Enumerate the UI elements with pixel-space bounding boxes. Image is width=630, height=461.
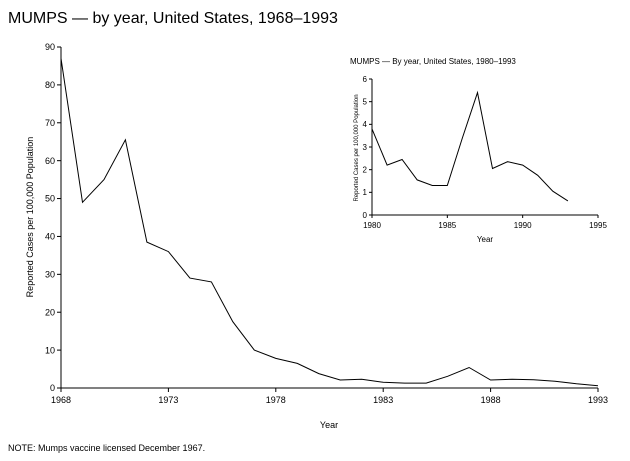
- footnote: NOTE: Mumps vaccine licensed December 19…: [8, 443, 206, 453]
- main-x-tick-label: 1993: [588, 395, 608, 405]
- main-y-axis-label: Reported Cases per 100,000 Population: [25, 137, 35, 298]
- main-y-tick-label: 50: [45, 194, 55, 204]
- inset-x-axis-label: Year: [477, 235, 494, 244]
- inset-y-axis-label: Reported Cases per 100,000 Population: [354, 94, 360, 201]
- main-x-axis-label: Year: [320, 420, 338, 430]
- inset-y-tick-label: 5: [363, 97, 368, 106]
- main-x-tick-label: 1978: [266, 395, 286, 405]
- main-y-tick-label: 80: [45, 80, 55, 90]
- inset-y-tick-label: 2: [363, 165, 368, 174]
- inset-y-tick-label: 1: [363, 188, 368, 197]
- main-y-tick-label: 20: [45, 307, 55, 317]
- chart-title: MUMPS — by year, United States, 1968–199…: [8, 10, 338, 27]
- main-x-tick-label: 1968: [51, 395, 71, 405]
- main-y-tick-label: 90: [45, 42, 55, 52]
- main-y-tick-label: 10: [45, 345, 55, 355]
- inset-x-tick-label: 1985: [438, 221, 456, 230]
- main-x-tick-label: 1973: [158, 395, 178, 405]
- inset-title: MUMPS — By year, United States, 1980–199…: [350, 57, 516, 66]
- inset-x-tick-label: 1980: [363, 221, 381, 230]
- inset-y-tick-label: 3: [363, 143, 368, 152]
- main-y-tick-label: 70: [45, 118, 55, 128]
- inset-frame: [336, 46, 615, 248]
- inset-x-tick-label: 1995: [589, 221, 607, 230]
- main-y-tick-label: 0: [50, 383, 55, 393]
- inset-y-tick-label: 4: [363, 120, 368, 129]
- main-x-tick-label: 1983: [373, 395, 393, 405]
- main-series-line: [60, 58, 599, 387]
- inset-y-tick-label: 6: [363, 75, 368, 84]
- main-x-tick-label: 1988: [481, 395, 501, 405]
- inset-series-line: [371, 90, 569, 202]
- main-y-tick-label: 30: [45, 269, 55, 279]
- inset-x-tick-label: 1990: [514, 221, 532, 230]
- main-y-tick-label: 60: [45, 156, 55, 166]
- main-y-tick-label: 40: [45, 232, 55, 242]
- inset-y-tick-label: 0: [363, 211, 368, 220]
